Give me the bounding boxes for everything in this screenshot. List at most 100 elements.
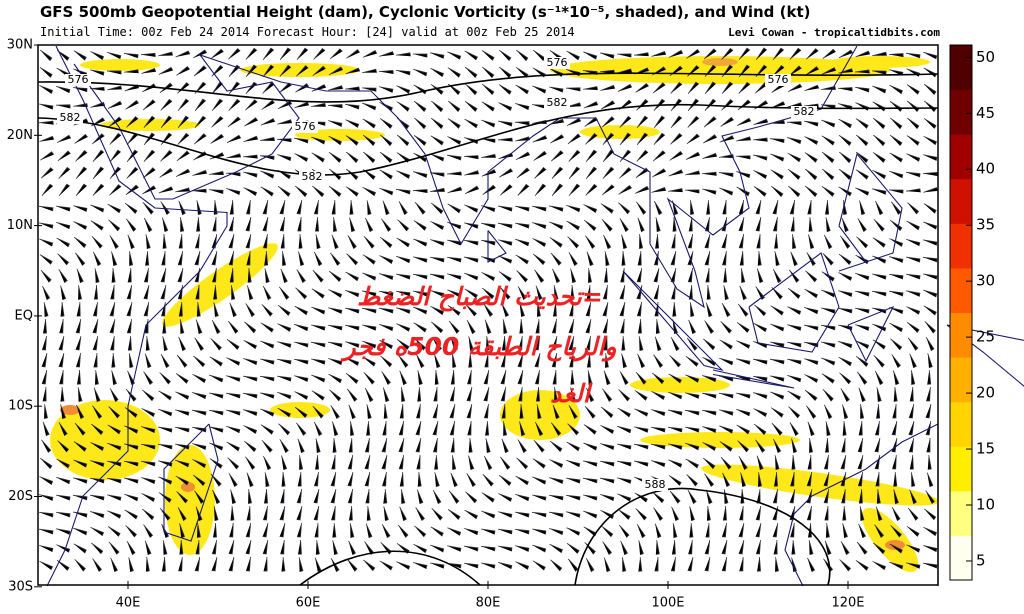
wind-barb bbox=[464, 222, 479, 229]
wind-barb bbox=[56, 86, 71, 94]
wind-barb bbox=[362, 134, 376, 146]
wind-barb bbox=[857, 437, 864, 453]
wind-barb bbox=[363, 372, 375, 385]
wind-barb bbox=[347, 454, 354, 470]
wind-barb bbox=[855, 50, 871, 58]
wind-barb bbox=[840, 454, 847, 470]
wind-barb bbox=[517, 370, 524, 385]
wind-barb bbox=[586, 387, 595, 403]
wind-barb bbox=[363, 235, 375, 249]
wind-barb bbox=[195, 233, 200, 249]
colorbar-segment bbox=[950, 334, 972, 358]
wind-barb bbox=[701, 409, 717, 416]
wind-barb bbox=[534, 183, 547, 197]
wind-barb bbox=[431, 508, 443, 521]
wind-barb bbox=[126, 284, 133, 300]
wind-barb bbox=[328, 66, 344, 76]
wind-barb bbox=[59, 318, 64, 334]
wind-barb bbox=[689, 200, 695, 216]
wind-barb bbox=[923, 221, 938, 230]
wind-barb bbox=[178, 200, 186, 216]
wind-barb bbox=[196, 523, 201, 538]
wind-barb bbox=[89, 477, 105, 484]
wind-barb bbox=[568, 336, 575, 351]
wind-barb bbox=[294, 391, 309, 400]
wind-barb bbox=[210, 473, 222, 487]
wind-barb bbox=[179, 319, 185, 335]
wind-barb bbox=[721, 540, 728, 555]
wind-barb bbox=[74, 422, 86, 436]
wind-barb bbox=[73, 527, 88, 536]
wind-barb bbox=[212, 267, 217, 283]
wind-barb bbox=[127, 234, 135, 250]
contour-label-bg bbox=[765, 74, 791, 86]
wind-barb bbox=[365, 488, 370, 504]
wind-barb bbox=[111, 370, 117, 386]
wind-barb bbox=[349, 523, 355, 539]
wind-barb bbox=[416, 454, 421, 470]
wind-barb bbox=[451, 455, 457, 471]
wind-barb bbox=[602, 318, 609, 334]
wind-barb bbox=[75, 336, 82, 351]
wind-barb bbox=[923, 203, 937, 214]
wind-barb bbox=[417, 472, 422, 487]
wind-barb bbox=[209, 442, 224, 451]
wind-barb bbox=[296, 488, 303, 504]
wind-barb bbox=[280, 488, 285, 504]
wind-barb bbox=[702, 188, 717, 195]
wind-barb bbox=[311, 324, 326, 331]
wind-barb bbox=[124, 69, 139, 74]
wind-barb bbox=[635, 167, 649, 179]
wind-barb bbox=[855, 355, 869, 367]
wind-barb bbox=[58, 166, 71, 179]
wind-barb bbox=[449, 404, 456, 419]
wind-barb bbox=[872, 237, 886, 248]
wind-barb bbox=[332, 523, 337, 538]
wind-barb bbox=[721, 522, 727, 538]
wind-barb bbox=[721, 302, 731, 318]
wind-barb bbox=[925, 490, 935, 504]
wind-barb bbox=[806, 471, 813, 487]
wind-barb bbox=[42, 285, 51, 301]
wind-barb bbox=[498, 49, 512, 61]
wind-barb bbox=[787, 137, 802, 144]
wind-barb bbox=[328, 270, 342, 282]
wind-barb bbox=[314, 199, 319, 215]
wind-barb bbox=[242, 392, 258, 399]
wind-barb bbox=[636, 301, 642, 317]
wind-barb bbox=[125, 99, 139, 110]
wind-barb bbox=[600, 443, 615, 450]
wind-barb bbox=[226, 375, 241, 382]
wind-barb bbox=[549, 440, 563, 452]
wind-barb bbox=[245, 522, 252, 538]
wind-barb bbox=[413, 543, 427, 554]
wind-barb bbox=[228, 540, 235, 555]
wind-barb bbox=[788, 406, 801, 419]
contour-label: 582 bbox=[60, 111, 81, 124]
wind-barb bbox=[348, 540, 357, 556]
shade bbox=[80, 59, 160, 71]
wind-barb bbox=[927, 369, 932, 385]
wind-barb bbox=[770, 407, 784, 418]
wind-barb bbox=[448, 490, 460, 504]
colorbar-label: 30 bbox=[976, 272, 995, 290]
wind-barb bbox=[667, 426, 683, 433]
wind-barb bbox=[447, 305, 461, 316]
wind-barb bbox=[414, 525, 427, 538]
wind-barb bbox=[262, 455, 272, 471]
wind-barb bbox=[415, 507, 425, 521]
wind-barb bbox=[634, 408, 649, 417]
wind-barb bbox=[56, 237, 70, 248]
wind-barb bbox=[107, 442, 122, 451]
wind-barb bbox=[585, 133, 598, 145]
wind-barb bbox=[447, 545, 462, 552]
wind-barb bbox=[294, 305, 308, 316]
wind-barb bbox=[328, 341, 343, 348]
wind-barb bbox=[142, 389, 155, 402]
wind-barb bbox=[891, 354, 901, 368]
wind-barb bbox=[314, 557, 322, 573]
wind-barb bbox=[687, 490, 697, 505]
wind-barb bbox=[552, 369, 557, 385]
wind-barb bbox=[345, 86, 360, 91]
wind-barb bbox=[821, 119, 836, 128]
